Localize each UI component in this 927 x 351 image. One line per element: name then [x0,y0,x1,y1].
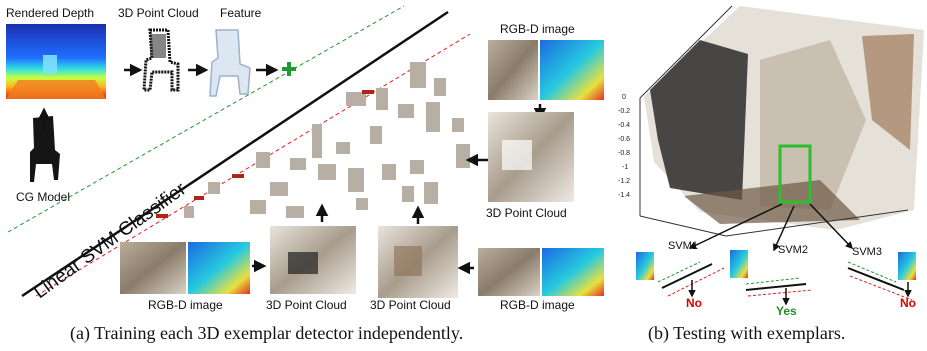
label-rgbd-bottom-right: RGB-D image [500,298,575,312]
point-cloud-chair-icon [142,28,180,92]
label-svm1: SVM1 [668,240,698,252]
label-svm3: SVM3 [852,246,882,258]
point-cloud-right [488,112,574,202]
axis-tick: 0 [622,94,626,101]
svm2-classifier [730,250,813,306]
caption-b: (b) Testing with exemplars. [648,323,846,343]
label-rgbd-bottom-left: RGB-D image [148,298,223,312]
axis-tick: -0.6 [618,136,631,143]
red-dashed-margin [35,33,471,297]
result-svm3: No [900,296,916,310]
arrow-svm3 [809,203,854,250]
axis-tick: -0.4 [618,122,631,129]
svm1-classifier [636,252,725,298]
point-cloud-bottom-1 [270,226,356,294]
negative-patches [184,62,470,218]
caption-a: (a) Training each 3D exemplar detector i… [70,323,464,343]
rgbd-image-bottom-left [120,242,250,294]
axis-tick: -1.2 [618,178,631,185]
label-rgbd-top-right: RGB-D image [500,22,575,36]
label-point-cloud-right: 3D Point Cloud [486,206,567,220]
axis-frame [639,5,909,237]
result-svm1: No [686,296,702,310]
green-dashed-margin [7,5,405,233]
test-point-cloud [644,6,924,230]
axis-tick: -1 [622,164,629,171]
label-svm2: SVM2 [778,244,808,256]
svm3-classifier [847,252,916,301]
rendered-depth-image [6,24,106,99]
result-svm2: Yes [776,304,797,318]
label-feature: Feature [220,6,262,20]
axis-tick: -1.4 [618,192,631,199]
axis-tick: -0.8 [618,150,631,157]
label-point-cloud-bottom-1: 3D Point Cloud [266,298,347,312]
svm-decision-line [21,10,449,298]
rgbd-image-top-right [488,40,604,100]
feature-chair-icon [209,29,251,97]
point-cloud-bottom-2 [378,226,458,298]
label-point-cloud-bottom-2: 3D Point Cloud [370,298,451,312]
label-point-cloud-top: 3D Point Cloud [118,6,199,20]
plus-icon [282,62,296,76]
axis-tick: -0.2 [618,108,631,115]
cg-chair-model [30,116,60,182]
label-rendered-depth: Rendered Depth [6,6,95,20]
positive-markers [156,90,374,218]
arrow-svm2 [773,205,795,252]
arrow-svm1 [688,203,783,249]
rgbd-image-bottom-right [478,248,604,296]
detection-box [778,144,812,204]
label-cg-model: CG Model [16,190,71,204]
